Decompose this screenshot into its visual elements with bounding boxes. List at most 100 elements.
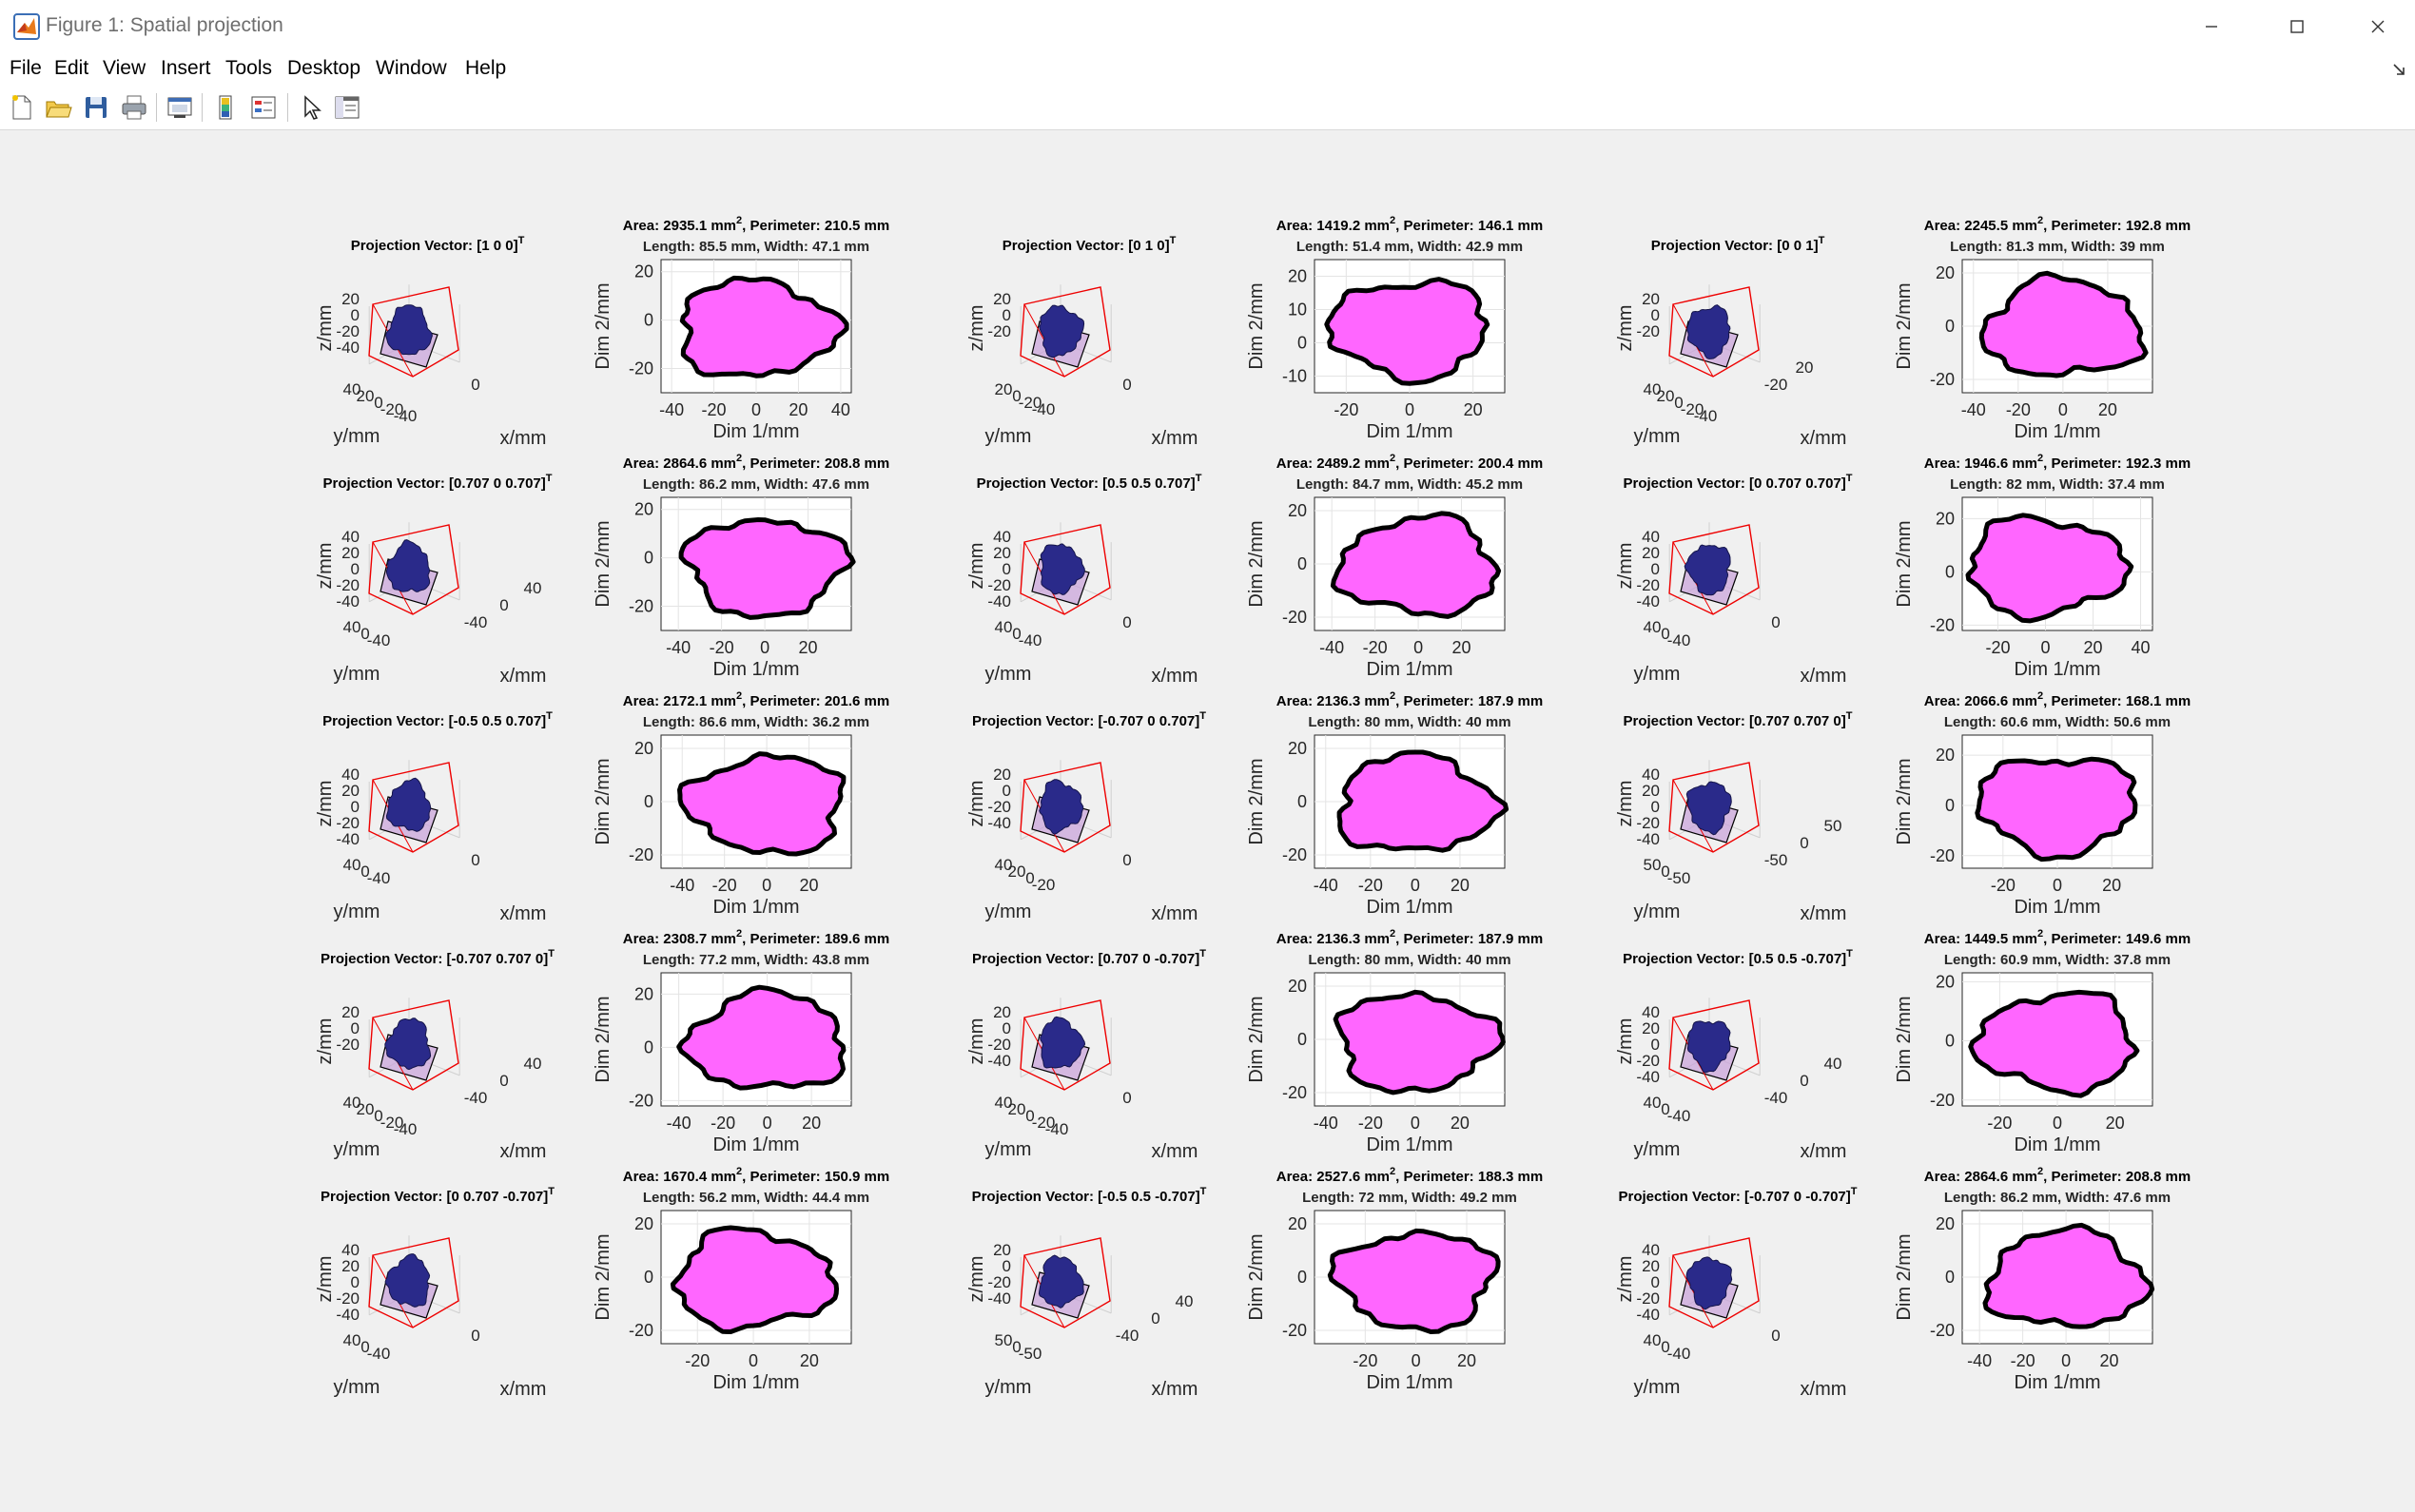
property-inspector-icon[interactable] bbox=[333, 93, 361, 122]
save-icon[interactable] bbox=[82, 93, 110, 122]
y-tick-label: 20 bbox=[634, 739, 653, 758]
y-tick-label: 0 bbox=[1012, 1338, 1021, 1356]
x-tick-label: -20 bbox=[1764, 376, 1788, 394]
y-tick-label: -20 bbox=[1282, 1321, 1307, 1340]
minimize-button[interactable] bbox=[2178, 0, 2245, 53]
x-tick-label: 20 bbox=[1464, 400, 1483, 419]
z-tick-label: -40 bbox=[987, 592, 1011, 611]
x-tick-label: -40 bbox=[659, 400, 684, 419]
plot-subtitle: Length: 86.2 mm, Width: 47.6 mm bbox=[643, 476, 869, 493]
x-tick-label: 0 bbox=[2053, 876, 2062, 895]
y-tick-label: 10 bbox=[1288, 300, 1307, 320]
dock-arrow-icon[interactable] bbox=[2392, 63, 2405, 76]
x-axis-label: x/mm bbox=[1801, 903, 1847, 924]
z-tick-label: 0 bbox=[1003, 306, 1011, 324]
z-axis-label: z/mm bbox=[1615, 1018, 1636, 1065]
print-icon[interactable] bbox=[120, 93, 148, 122]
y-tick-label: -20 bbox=[380, 1114, 404, 1132]
x-axis-label: Dim 1/mm bbox=[1366, 1372, 1452, 1393]
x-tick-label: 0 bbox=[1122, 376, 1131, 394]
y-tick-label: 20 bbox=[357, 387, 375, 405]
y-tick-label: -40 bbox=[1667, 631, 1691, 649]
projected-area bbox=[676, 984, 847, 1091]
legend-icon[interactable] bbox=[249, 93, 278, 122]
y-axis-label: Dim 2/mm bbox=[1894, 282, 1915, 369]
close-button[interactable] bbox=[2345, 0, 2411, 53]
z-tick-label: 0 bbox=[351, 306, 360, 324]
menu-window[interactable]: Window bbox=[376, 57, 447, 79]
z-tick-label: 0 bbox=[351, 560, 360, 578]
matlab-logo-icon bbox=[13, 13, 40, 40]
z-axis-label: z/mm bbox=[1615, 305, 1636, 352]
y-tick-label: -20 bbox=[1032, 876, 1056, 894]
y-tick-label: 0 bbox=[1297, 1030, 1307, 1049]
y-axis-label: y/mm bbox=[1634, 1139, 1681, 1160]
x-axis-label: x/mm bbox=[1152, 1141, 1198, 1162]
z-axis-label: z/mm bbox=[966, 543, 987, 590]
pointer-icon[interactable] bbox=[297, 93, 325, 122]
x-tick-label: 0 bbox=[2061, 1351, 2071, 1370]
figure-canvas[interactable]: Projection Vector: [1 0 0]T200-20-404020… bbox=[0, 130, 2415, 1512]
x-tick-label: -40 bbox=[1116, 1327, 1139, 1345]
x-tick-label: 0 bbox=[499, 596, 508, 614]
x-tick-label: 0 bbox=[760, 638, 769, 657]
menu-tools[interactable]: Tools bbox=[225, 57, 273, 79]
menu-desktop[interactable]: Desktop bbox=[287, 57, 361, 79]
y-tick-label: 20 bbox=[1288, 1214, 1307, 1233]
y-tick-label: -20 bbox=[380, 400, 404, 418]
z-tick-label: 40 bbox=[1642, 528, 1660, 546]
z-axis-label: z/mm bbox=[315, 1018, 336, 1065]
link-plot-icon[interactable] bbox=[166, 93, 194, 122]
y-tick-label: 40 bbox=[995, 1094, 1013, 1112]
projected-area bbox=[1336, 749, 1509, 853]
z-tick-label: 20 bbox=[1642, 1257, 1660, 1275]
menu-file[interactable]: File bbox=[10, 57, 42, 79]
y-tick-label: 0 bbox=[1945, 796, 1955, 815]
open-icon[interactable] bbox=[44, 93, 72, 122]
projection-2d-plot: Area: 2136.3 mm2, Perimeter: 187.9 mm Len… bbox=[1246, 928, 1543, 1155]
x-tick-label: -20 bbox=[711, 1114, 735, 1133]
y-axis-label: y/mm bbox=[334, 901, 380, 922]
y-tick-label: 40 bbox=[1644, 618, 1662, 636]
plot-title: Area: 1946.6 mm2, Perimeter: 192.3 mm bbox=[1924, 453, 2191, 472]
y-tick-label: 20 bbox=[1288, 977, 1307, 996]
y-tick-label: 20 bbox=[634, 262, 653, 281]
particle-solid bbox=[1039, 779, 1084, 835]
z-tick-label: -20 bbox=[1636, 1289, 1660, 1308]
x-tick-label: 0 bbox=[1771, 1327, 1780, 1345]
bounding-box bbox=[1020, 762, 1111, 853]
colorbar-icon[interactable] bbox=[211, 93, 240, 122]
y-tick-label: 20 bbox=[1008, 1100, 1026, 1118]
maximize-button[interactable] bbox=[2264, 0, 2330, 53]
plot-title: Projection Vector: [0.707 0 -0.707]T bbox=[972, 948, 1206, 967]
plot-subtitle: Length: 77.2 mm, Width: 43.8 mm bbox=[643, 952, 869, 968]
bounding-box bbox=[1020, 524, 1111, 615]
projected-area bbox=[670, 1225, 839, 1334]
y-tick-label: 40 bbox=[1644, 1331, 1662, 1349]
y-tick-label: 0 bbox=[1297, 1268, 1307, 1287]
plot-title: Area: 2864.6 mm2, Perimeter: 208.8 mm bbox=[1924, 1166, 2191, 1185]
plot-title: Area: 2136.3 mm2, Perimeter: 187.9 mm bbox=[1276, 928, 1543, 947]
menu-edit[interactable]: Edit bbox=[54, 57, 89, 79]
new-figure-icon[interactable] bbox=[8, 93, 36, 122]
x-tick-label: 0 bbox=[1122, 613, 1131, 631]
plot-title: Area: 2308.7 mm2, Perimeter: 189.6 mm bbox=[623, 928, 889, 947]
x-axis-label: Dim 1/mm bbox=[712, 897, 799, 918]
bounding-box bbox=[1668, 762, 1760, 853]
plot-title: Area: 2864.6 mm2, Perimeter: 208.8 mm bbox=[623, 453, 889, 472]
x-tick-label: -20 bbox=[1334, 400, 1358, 419]
bounding-box bbox=[368, 999, 459, 1091]
y-axis-label: Dim 2/mm bbox=[1246, 282, 1267, 369]
y-tick-label: -20 bbox=[1019, 394, 1042, 412]
y-tick-label: 20 bbox=[1936, 509, 1955, 528]
projection-3d-plot: Projection Vector: [0.707 0.707 0]T40200… bbox=[1615, 710, 1853, 924]
menu-insert[interactable]: Insert bbox=[161, 57, 211, 79]
y-tick-label: -20 bbox=[629, 845, 653, 864]
z-tick-label: -40 bbox=[336, 1306, 360, 1324]
particle-solid bbox=[1686, 1020, 1731, 1074]
z-tick-label: -40 bbox=[1636, 830, 1660, 848]
menu-view[interactable]: View bbox=[103, 57, 146, 79]
menu-help[interactable]: Help bbox=[465, 57, 507, 79]
plot-subtitle: Length: 86.2 mm, Width: 47.6 mm bbox=[1944, 1190, 2171, 1206]
y-tick-label: -20 bbox=[1282, 608, 1307, 627]
